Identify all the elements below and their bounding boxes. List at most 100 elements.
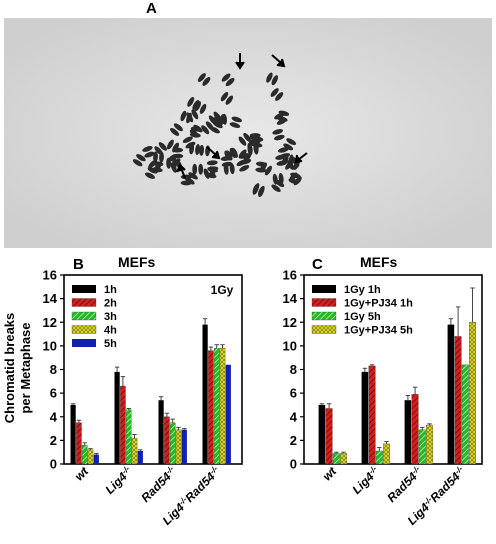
chromosome (289, 172, 302, 186)
chromosome (283, 138, 297, 151)
bar (137, 451, 143, 464)
chromosome (259, 162, 273, 176)
legend-label: 1Gy 5h (344, 311, 381, 323)
bar (447, 324, 455, 464)
category-label: Lig4-/- (102, 464, 135, 497)
arrow-icon (235, 53, 245, 70)
chromosome (185, 172, 198, 185)
legend-swatch (311, 298, 337, 307)
y-tick-label: 14 (283, 291, 298, 306)
chromosome (194, 101, 207, 114)
y-tick-label: 12 (43, 315, 57, 330)
category-label: wt (72, 464, 92, 484)
y-tick-label: 0 (50, 457, 57, 472)
chart-title: MEFs (360, 254, 398, 270)
bar (93, 454, 99, 464)
bar (404, 400, 412, 464)
bar (361, 371, 369, 464)
y-tick-label: 8 (50, 362, 57, 377)
legend-label: 2h (104, 298, 117, 310)
arrow-icon (206, 146, 221, 160)
chromosome (238, 153, 252, 165)
bar (81, 444, 88, 465)
chromosome (209, 121, 223, 134)
category-label: wt (320, 464, 340, 484)
legend-swatch (311, 311, 337, 321)
y-tick-label: 2 (290, 433, 297, 448)
arrow-markers (176, 53, 308, 179)
chromosome (238, 132, 252, 146)
chromosome (166, 139, 180, 153)
chromosome (189, 126, 202, 138)
bar (375, 450, 383, 465)
panel-label: C (312, 256, 323, 273)
bar (202, 324, 208, 464)
bar (175, 429, 182, 465)
category-label: Rad54-/- (384, 464, 425, 505)
bar (181, 429, 187, 464)
bar (383, 443, 390, 465)
chromosome (276, 110, 290, 122)
chromosome (142, 146, 155, 158)
panel-label: B (73, 256, 84, 273)
bar (70, 404, 76, 464)
arrow-icon (294, 152, 308, 164)
y-tick-label: 4 (50, 409, 58, 424)
y-tick-label: 10 (283, 338, 297, 353)
legend-swatch (312, 285, 336, 293)
bar (87, 449, 94, 465)
bar (332, 453, 340, 465)
legend-swatch (71, 325, 97, 334)
chromosome (252, 184, 265, 198)
legend-swatch (71, 298, 97, 307)
bar (131, 437, 138, 465)
chromosome (186, 109, 199, 123)
chromosome (271, 179, 285, 192)
chromosome (170, 123, 183, 136)
legend-label: 3h (104, 311, 117, 323)
legend-label: 5h (104, 338, 117, 350)
bar (461, 364, 469, 465)
bar (411, 394, 419, 465)
bar (208, 350, 214, 465)
bar (426, 424, 433, 465)
bar (368, 365, 376, 465)
bar (213, 348, 220, 465)
bar (120, 385, 126, 465)
category-label: Lig4-/- (349, 464, 382, 497)
legend-label: 4h (104, 325, 117, 337)
chromosome-cluster (132, 72, 302, 198)
y-tick-label: 14 (43, 291, 58, 306)
chromosome (206, 160, 219, 172)
arrow-icon (176, 163, 186, 179)
y-tick-label: 12 (283, 315, 297, 330)
legend-swatch (72, 285, 96, 293)
legend-swatch (71, 311, 97, 321)
y-tick-label: 16 (43, 268, 57, 283)
bar (219, 348, 226, 465)
bar (114, 371, 120, 464)
chromosome (153, 151, 164, 163)
chromosome (221, 73, 235, 87)
chromosome (192, 163, 204, 175)
bar (454, 336, 462, 465)
chromosome (272, 129, 285, 141)
bar (125, 409, 132, 465)
panel-a-label: A (146, 0, 157, 17)
legend-label: 1Gy+PJ34 1h (344, 298, 413, 310)
metaphase-chromosome-spread (4, 18, 492, 248)
chromosome (220, 155, 233, 167)
bar (325, 408, 333, 465)
bar (169, 422, 176, 465)
chromosome (132, 154, 146, 167)
y-tick-label: 2 (50, 433, 57, 448)
bar (158, 400, 164, 464)
category-label: Rad54-/- (138, 464, 179, 505)
y-tick-label: 6 (290, 386, 297, 401)
legend-swatch (311, 325, 337, 334)
chart-annotation: 1Gy (211, 283, 234, 297)
y-axis-label-line1: Chromatid breaks (2, 313, 17, 424)
chromosome (229, 116, 243, 128)
